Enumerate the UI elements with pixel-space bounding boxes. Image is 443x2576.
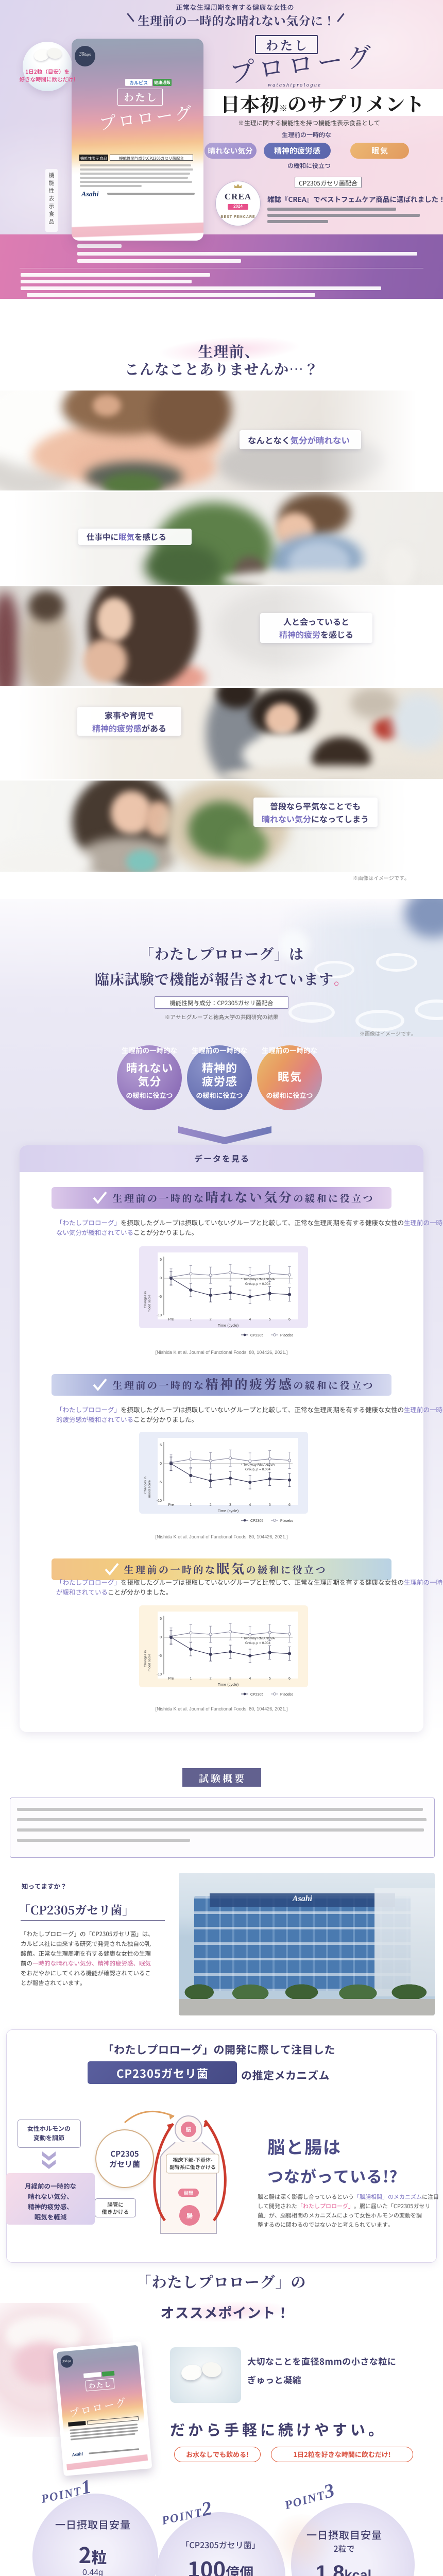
svg-text:* Two-way RM ANOVA: * Two-way RM ANOVA: [241, 1637, 275, 1640]
svg-text:Time (cycle): Time (cycle): [218, 1323, 239, 1328]
svg-text:mood score: mood score: [148, 1654, 151, 1671]
svg-text:Changes in: Changes in: [144, 1650, 147, 1667]
svg-text:1: 1: [190, 1318, 192, 1321]
svg-text:2: 2: [210, 1503, 212, 1507]
svg-text:3: 3: [229, 1677, 231, 1681]
svg-text:6: 6: [288, 1503, 291, 1507]
svg-text:Placebo: Placebo: [280, 1334, 293, 1337]
svg-text:0: 0: [160, 1462, 162, 1466]
svg-text:Time (cycle): Time (cycle): [218, 1682, 239, 1687]
svg-text:1: 1: [190, 1677, 192, 1681]
svg-text:6: 6: [288, 1677, 291, 1681]
svg-text:3: 3: [229, 1318, 231, 1321]
svg-text:5: 5: [269, 1677, 271, 1681]
svg-text:* Two-way RM ANOVA: * Two-way RM ANOVA: [241, 1463, 275, 1467]
svg-text:-10: -10: [157, 1673, 162, 1676]
svg-text:2: 2: [210, 1318, 212, 1321]
svg-text:4: 4: [249, 1677, 251, 1681]
svg-text:0: 0: [160, 1277, 162, 1280]
svg-text:CP2305: CP2305: [250, 1519, 263, 1523]
svg-text:Placebo: Placebo: [280, 1519, 293, 1523]
svg-text:Group, p = 0.004: Group, p = 0.004: [245, 1641, 270, 1645]
svg-text:-5: -5: [159, 1654, 162, 1658]
svg-text:Pre: Pre: [168, 1677, 174, 1681]
svg-text:2: 2: [210, 1677, 212, 1681]
svg-text:3: 3: [229, 1503, 231, 1507]
svg-text:Time (cycle): Time (cycle): [218, 1509, 239, 1513]
svg-text:4: 4: [249, 1318, 251, 1321]
svg-text:-5: -5: [159, 1481, 162, 1484]
svg-text:Placebo: Placebo: [280, 1693, 293, 1697]
svg-text:1: 1: [190, 1503, 192, 1507]
svg-text:6: 6: [288, 1318, 291, 1321]
svg-text:5: 5: [160, 1617, 162, 1621]
svg-text:Changes in: Changes in: [144, 1477, 147, 1494]
svg-text:-5: -5: [159, 1295, 162, 1299]
svg-text:mood score: mood score: [148, 1480, 151, 1498]
svg-text:5: 5: [269, 1318, 271, 1321]
svg-text:CP2305: CP2305: [250, 1693, 263, 1697]
svg-text:Pre: Pre: [168, 1503, 174, 1507]
svg-text:4: 4: [249, 1503, 251, 1507]
svg-text:Group, p = 0.004: Group, p = 0.004: [245, 1468, 270, 1471]
svg-text:Pre: Pre: [168, 1318, 174, 1321]
svg-text:mood score: mood score: [148, 1295, 151, 1312]
svg-text:Changes in: Changes in: [144, 1291, 147, 1308]
svg-text:-10: -10: [157, 1314, 162, 1317]
svg-text:Group, p = 0.004: Group, p = 0.004: [245, 1282, 270, 1286]
svg-text:5: 5: [160, 1258, 162, 1262]
svg-text:CP2305: CP2305: [250, 1334, 263, 1337]
svg-text:5: 5: [160, 1444, 162, 1447]
svg-text:5: 5: [269, 1503, 271, 1507]
svg-text:* Two-way RM ANOVA: * Two-way RM ANOVA: [241, 1278, 275, 1281]
svg-text:0: 0: [160, 1636, 162, 1639]
svg-text:-10: -10: [157, 1499, 162, 1503]
